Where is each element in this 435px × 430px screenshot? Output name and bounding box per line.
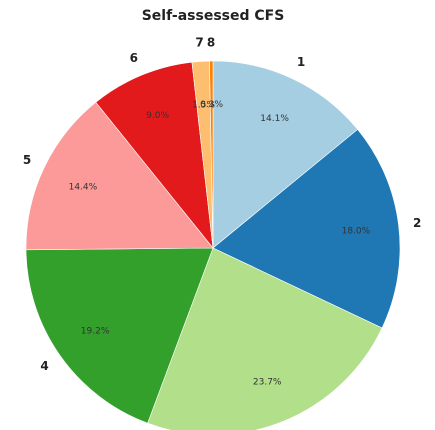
- category-label-5: 5: [23, 153, 31, 167]
- pie-slice-5: [25, 101, 214, 251]
- percent-label-5: 14.4%: [69, 182, 98, 192]
- category-label-2: 2: [413, 216, 421, 230]
- category-label-6: 6: [130, 51, 138, 65]
- category-label-1: 1: [297, 55, 305, 69]
- percent-label-8: 0.3%: [200, 100, 223, 110]
- category-label-7: 7: [195, 36, 203, 50]
- pie-slice-1: [212, 60, 359, 249]
- percent-label-7: 1.5%: [192, 100, 215, 110]
- percent-label-6: 9.0%: [146, 111, 169, 121]
- category-label-4: 4: [40, 359, 48, 373]
- category-label-8: 8: [207, 35, 215, 49]
- pie-slices: [25, 60, 401, 430]
- pie-slice-2: [212, 129, 401, 329]
- percent-label-3: 23.7%: [253, 377, 282, 387]
- chart-title: Self-assessed CFS: [142, 8, 285, 24]
- pie-slice-4: [25, 247, 214, 424]
- percent-label-4: 19.2%: [81, 327, 110, 337]
- pie-slice-6: [95, 61, 214, 249]
- percent-label-2: 18.0%: [342, 226, 371, 236]
- pie-slice-8: [209, 60, 214, 249]
- percent-label-1: 14.1%: [260, 114, 289, 124]
- category-labels: 12345678: [23, 35, 421, 373]
- percent-labels: 14.1% 18.0% 23.7% 19.2% 14.4% 9.0% 1.5%0.3%: [69, 100, 371, 387]
- pie-slice-3: [147, 247, 383, 430]
